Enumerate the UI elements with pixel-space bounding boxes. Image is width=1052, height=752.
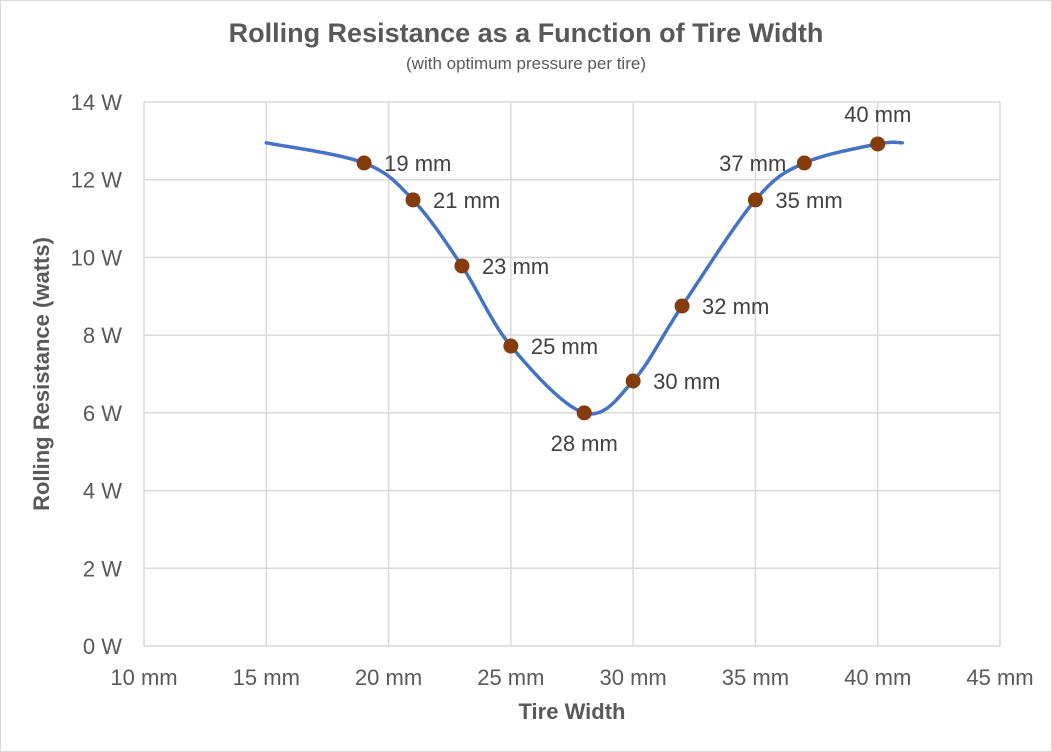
data-point [356,155,372,171]
data-point [454,258,470,274]
data-label: 35 mm [775,188,842,213]
data-point [576,405,592,421]
data-point [503,338,519,354]
x-tick-label: 40 mm [844,665,911,690]
data-label: 40 mm [844,102,911,127]
data-point [747,192,763,208]
data-point [674,298,690,314]
y-tick-label: 12 W [71,168,123,193]
data-label: 23 mm [482,254,549,279]
data-label: 28 mm [551,431,618,456]
x-axis-title: Tire Width [519,699,626,724]
data-label: 37 mm [719,151,786,176]
y-tick-label: 4 W [83,479,122,504]
x-tick-label: 10 mm [110,665,177,690]
chart-title: Rolling Resistance as a Function of Tire… [229,18,824,48]
y-tick-label: 10 W [71,245,123,270]
x-tick-label: 15 mm [233,665,300,690]
y-tick-label: 14 W [71,90,123,115]
y-tick-label: 0 W [83,634,122,659]
x-tick-label: 20 mm [355,665,422,690]
data-label: 32 mm [702,294,769,319]
data-label: 21 mm [433,188,500,213]
data-point [796,155,812,171]
x-tick-label: 25 mm [477,665,544,690]
data-point [405,192,421,208]
y-tick-label: 2 W [83,556,122,581]
data-label: 25 mm [531,334,598,359]
y-axis-title: Rolling Resistance (watts) [29,237,54,511]
data-label: 19 mm [384,151,451,176]
x-tick-label: 30 mm [600,665,667,690]
series-line [264,140,904,416]
data-point [870,136,886,152]
data-point [625,373,641,389]
data-label: 30 mm [653,369,720,394]
x-tick-label: 45 mm [966,665,1033,690]
y-tick-label: 6 W [83,401,122,426]
x-tick-label: 35 mm [722,665,789,690]
chart-subtitle: (with optimum pressure per tire) [406,54,646,73]
y-tick-label: 8 W [83,323,122,348]
